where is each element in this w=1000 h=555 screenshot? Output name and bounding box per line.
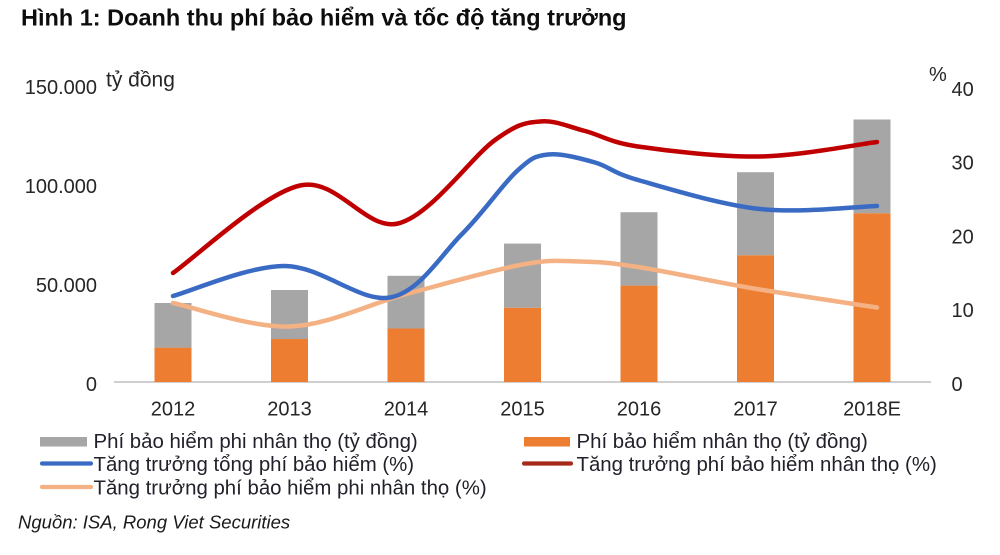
svg-text:30: 30 bbox=[952, 153, 974, 175]
svg-text:2016: 2016 bbox=[617, 399, 662, 421]
svg-text:2013: 2013 bbox=[267, 399, 312, 421]
svg-text:2018E: 2018E bbox=[843, 399, 901, 421]
svg-text:2014: 2014 bbox=[384, 399, 429, 421]
svg-text:Hình 1: Doanh thu phí bảo hiểm: Hình 1: Doanh thu phí bảo hiểm và tốc độ… bbox=[21, 5, 627, 31]
svg-text:50.000: 50.000 bbox=[36, 275, 97, 297]
svg-text:Tăng trưởng tổng phí bảo hiểm: Tăng trưởng tổng phí bảo hiểm (%) bbox=[94, 454, 415, 476]
svg-text:Tăng trưởng phí bảo hiểm phi n: Tăng trưởng phí bảo hiểm phi nhân thọ (%… bbox=[94, 478, 487, 500]
svg-text:0: 0 bbox=[86, 374, 97, 396]
svg-text:20: 20 bbox=[952, 226, 974, 248]
svg-text:0: 0 bbox=[952, 374, 963, 396]
svg-text:tỷ đồng: tỷ đồng bbox=[106, 69, 175, 92]
svg-text:Phí bảo hiểm phi nhân thọ (tỷ: Phí bảo hiểm phi nhân thọ (tỷ đồng) bbox=[94, 431, 418, 453]
svg-text:2012: 2012 bbox=[151, 399, 196, 421]
svg-text:Tăng trưởng phí bảo hiểm nhân: Tăng trưởng phí bảo hiểm nhân thọ (%) bbox=[577, 454, 937, 476]
svg-text:10: 10 bbox=[952, 300, 974, 322]
svg-text:150.000: 150.000 bbox=[25, 77, 97, 99]
svg-text:%: % bbox=[929, 64, 947, 86]
svg-text:100.000: 100.000 bbox=[25, 176, 97, 198]
svg-text:40: 40 bbox=[952, 79, 974, 101]
svg-text:Phí bảo hiểm nhân thọ (tỷ đồng: Phí bảo hiểm nhân thọ (tỷ đồng) bbox=[577, 431, 868, 453]
svg-text:Nguồn: ISA, Rong Viet Securiti: Nguồn: ISA, Rong Viet Securities bbox=[18, 512, 290, 533]
svg-text:2015: 2015 bbox=[500, 399, 545, 421]
svg-text:2017: 2017 bbox=[733, 399, 778, 421]
